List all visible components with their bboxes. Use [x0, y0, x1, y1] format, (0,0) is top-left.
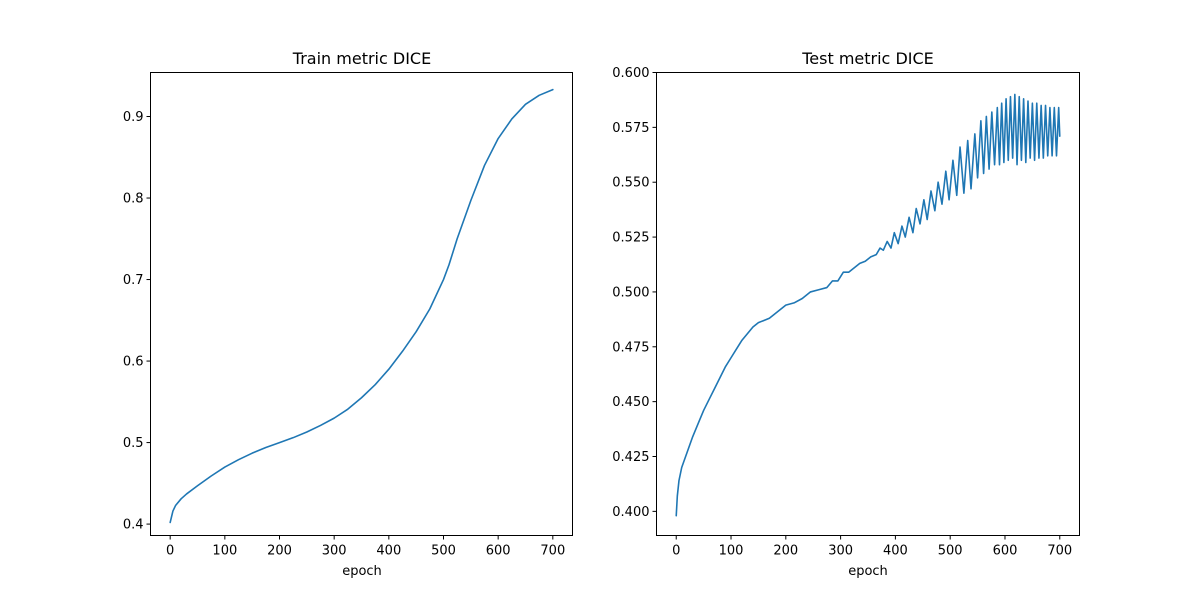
train-y-tick-label: 0.5: [123, 436, 144, 451]
test-y-tick-label: 0.425: [612, 450, 649, 465]
train-y-tick-label: 0.7: [123, 273, 144, 288]
train-chart-title: Train metric DICE: [292, 49, 431, 68]
train-y-tick-label: 0.8: [123, 192, 144, 207]
train-y-tick-label: 0.9: [123, 110, 144, 125]
test-x-tick-label: 700: [1047, 544, 1072, 559]
train-x-tick-label: 300: [322, 544, 347, 559]
train-y-tick-label: 0.4: [123, 518, 144, 533]
test-y-tick-label: 0.550: [612, 176, 649, 191]
test-x-tick-label: 100: [719, 544, 744, 559]
train-metric-panel: Train metric DICE epoch 0 100 200 300 400 500…: [123, 49, 573, 579]
test-x-tick-label: 0: [672, 544, 680, 559]
train-dice-line: [169, 88, 554, 524]
train-x-axis-label: epoch: [342, 564, 382, 579]
train-x-tick-label: 400: [376, 544, 401, 559]
test-x-tick-label: 200: [773, 544, 798, 559]
train-x-tick-label: 700: [540, 544, 565, 559]
test-chart-title: Test metric DICE: [801, 49, 934, 68]
train-axis-ticks: 0 100 200 300 400 500 600 700 0.4 0.5 0.6 0.7 0.8 0.9: [123, 110, 565, 558]
test-y-tick-label: 0.500: [612, 285, 649, 300]
train-x-tick-label: 500: [431, 544, 456, 559]
test-x-tick-label: 500: [938, 544, 963, 559]
train-plot-frame: [150, 72, 573, 536]
test-x-tick-label: 600: [993, 544, 1018, 559]
test-x-tick-label: 400: [883, 544, 908, 559]
train-x-tick-label: 0: [166, 544, 174, 559]
test-x-tick-label: 300: [828, 544, 853, 559]
test-y-tick-label: 0.450: [612, 395, 649, 410]
test-y-tick-label: 0.575: [612, 121, 649, 136]
test-dice-line: [675, 93, 1061, 517]
test-plot-frame: [656, 72, 1080, 536]
test-y-tick-label: 0.525: [612, 231, 649, 246]
train-y-tick-label: 0.6: [123, 355, 144, 370]
test-metric-panel: Test metric DICE epoch 0 100 200 300 400 500 6…: [612, 49, 1080, 579]
test-x-axis-label: epoch: [848, 564, 888, 579]
test-y-tick-label: 0.600: [612, 66, 649, 81]
train-x-tick-label: 100: [212, 544, 237, 559]
test-y-tick-label: 0.475: [612, 340, 649, 355]
train-x-tick-label: 200: [267, 544, 292, 559]
test-y-tick-label: 0.400: [612, 505, 649, 520]
test-axis-ticks: 0 100 200 300 400 500 600 700 0.400 0.425 0.450 0.4…: [612, 66, 1072, 559]
train-x-tick-label: 600: [486, 544, 511, 559]
